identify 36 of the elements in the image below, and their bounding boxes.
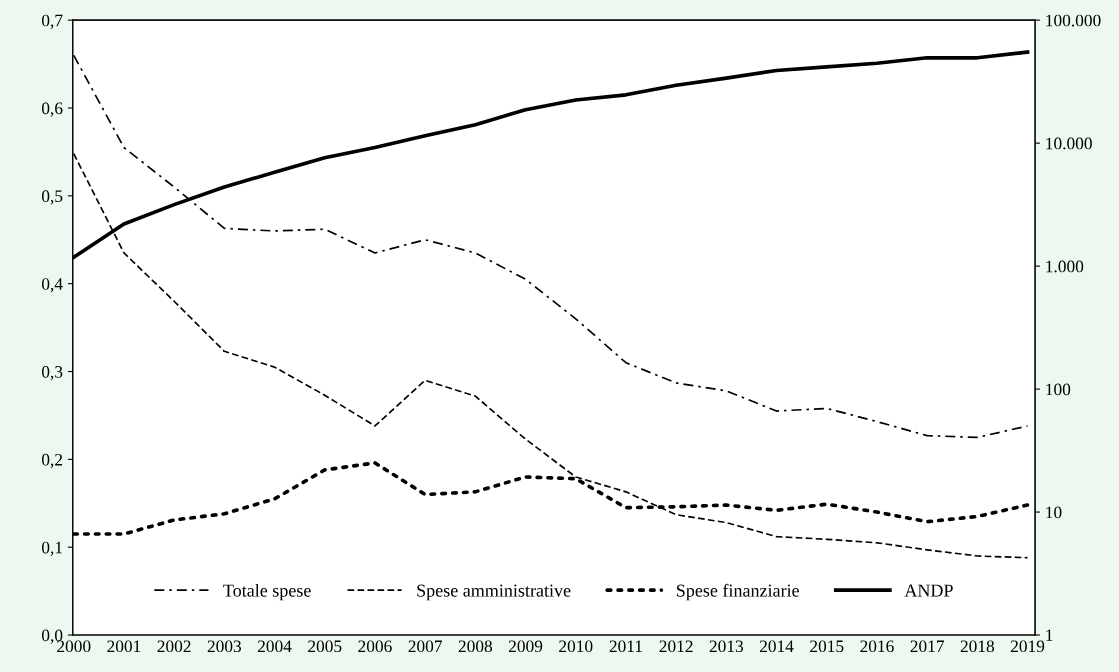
y2-tick-label: 100 [1046,383,1071,396]
x-tick-label: 2002 [157,640,191,653]
y2-tick-label: 1 [1046,629,1053,642]
x-tick-label: 2017 [910,640,945,653]
legend-label: Totale spese [223,583,311,601]
legend-label: Spese finanziarie [677,583,799,601]
x-tick-label: 2011 [609,640,642,653]
x-tick-label: 2005 [308,640,342,653]
y-tick-label: 0,1 [41,541,62,556]
y2-tick-label: 100.000 [1046,14,1101,27]
x-tick-label: 2012 [659,640,693,653]
y-tick-label: 0,4 [41,278,63,293]
y2-tick-label: 1.000 [1046,260,1084,273]
x-tick-label: 2006 [358,640,392,653]
x-tick-label: 2013 [709,640,744,653]
y-tick-label: 0,7 [41,14,63,29]
x-tick-label: 2016 [860,640,894,653]
y-tick-label: 0,6 [41,102,63,117]
x-tick-label: 2014 [759,640,794,653]
x-tick-label: 2003 [207,640,242,653]
y-tick-label: 0,5 [41,190,63,205]
x-tick-label: 2010 [559,640,593,653]
y2-tick-label: 10 [1046,506,1062,519]
x-tick-label: 2019 [1010,640,1045,653]
legend-label: Spese amministrative [417,584,571,601]
x-tick-label: 2018 [960,640,995,653]
y-tick-label: 0,3 [41,366,63,381]
y2-tick-label: 10.000 [1046,137,1092,150]
x-tick-label: 2004 [257,640,292,653]
x-tick-label: 2001 [107,640,141,653]
x-tick-label: 2008 [458,640,493,653]
x-tick-label: 2009 [508,640,543,653]
x-tick-label: 2007 [408,640,442,653]
legend-label: ANDP [904,584,953,597]
x-tick-label: 2015 [810,640,844,653]
y-tick-label: 0,2 [41,453,63,469]
